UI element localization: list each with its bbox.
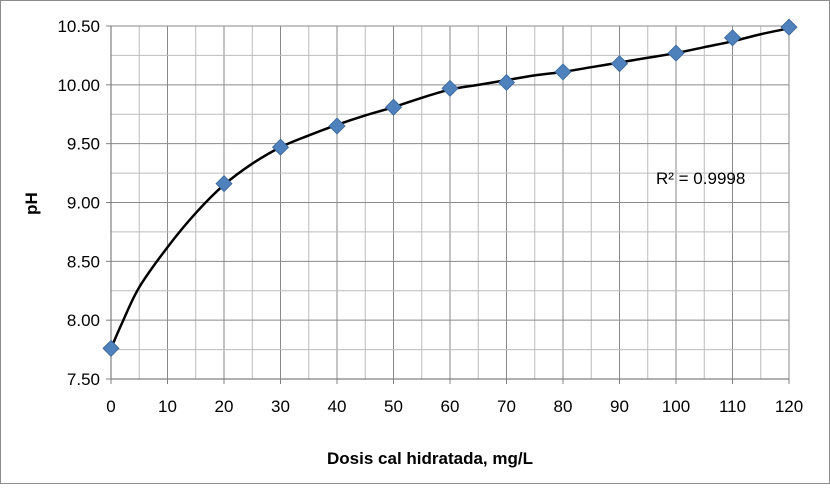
data-point — [497, 73, 516, 92]
y-tick-label: 9.50 — [67, 135, 100, 154]
x-tick-label: 0 — [106, 397, 115, 416]
x-tick-label: 10 — [158, 397, 177, 416]
grid-layer — [111, 25, 790, 380]
data-point — [215, 175, 233, 193]
x-tick-label: 110 — [719, 397, 746, 416]
x-tick-label: 30 — [271, 397, 290, 416]
data-point — [102, 339, 120, 357]
data-point-layer — [102, 18, 798, 357]
y-tick-label: 7.50 — [67, 370, 100, 389]
data-point — [271, 138, 290, 156]
x-tick-label: 60 — [441, 397, 460, 416]
axis-layer — [106, 25, 790, 384]
y-axis-title: pH — [22, 192, 41, 215]
x-tick-label: 120 — [775, 397, 803, 416]
y-tick-label: 10.50 — [57, 17, 100, 36]
data-point — [610, 55, 629, 73]
data-point — [554, 63, 572, 81]
tick-label-layer: 0 10 20 30 40 50 60 70 80 90 100 110 120 7.50 8.00 8.50… — [57, 17, 803, 416]
x-tick-label: 80 — [554, 397, 573, 416]
r-squared-annotation: R² = 0.9998 — [656, 169, 745, 188]
data-point — [667, 44, 685, 62]
x-tick-label: 90 — [610, 397, 629, 416]
x-tick-label: 20 — [215, 397, 234, 416]
data-point — [328, 117, 346, 135]
data-point — [384, 98, 403, 116]
y-tick-label: 10.00 — [57, 76, 100, 95]
x-axis-title: Dosis cal hidratada, mg/L — [327, 449, 533, 468]
y-tick-label: 8.50 — [67, 252, 100, 271]
x-tick-label: 40 — [328, 397, 347, 416]
label-layer: Dosis cal hidratada, mg/L pH R² = 0.9998 — [22, 169, 745, 468]
data-point — [441, 79, 459, 97]
y-tick-label: 9.00 — [67, 194, 100, 213]
x-tick-label: 100 — [662, 397, 690, 416]
x-tick-label: 70 — [497, 397, 516, 416]
data-point — [723, 29, 742, 47]
data-point — [780, 18, 798, 36]
x-tick-label: 50 — [384, 397, 403, 416]
y-tick-label: 8.00 — [67, 311, 100, 330]
